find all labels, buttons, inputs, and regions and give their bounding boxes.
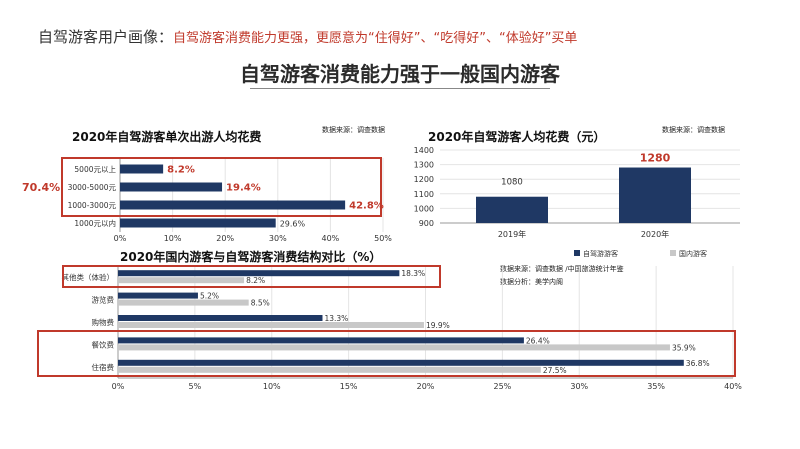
chart1-data-label: 8.2% <box>167 165 195 176</box>
page-title: 自驾游客消费能力强于一般国内游客 <box>240 62 560 86</box>
chart3-highlight-box <box>37 330 736 377</box>
chart3-bar <box>118 337 524 344</box>
header-highlight: 自驾游客消费能力更强，更愿意为“住得好”、“吃得好”、“体验好”买单 <box>173 31 578 46</box>
chart3-category-label: 购物费 <box>92 317 115 327</box>
chart1-data-label: 29.6% <box>280 220 306 229</box>
chart2-legend-label: 自驾游游客 <box>583 249 618 258</box>
chart1-bracket-label: 70.4% <box>22 181 60 194</box>
chart1-category-label: 1000-3000元 <box>68 201 117 210</box>
chart1-tick-label: 0% <box>114 234 127 243</box>
chart1-tick-label: 40% <box>322 234 340 243</box>
title-underline <box>250 88 550 89</box>
chart1-bar <box>120 200 346 210</box>
chart2-data-label: 1280 <box>640 152 671 165</box>
chart3-tick-label: 0% <box>112 382 125 391</box>
chart3-bar <box>118 299 249 306</box>
chart3-data-label: 18.3% <box>401 269 425 278</box>
chart2-legend-label: 国内游客 <box>679 249 707 258</box>
chart3-tick-label: 35% <box>647 382 665 391</box>
chart3-data-label: 35.9% <box>672 343 696 352</box>
chart3-tick-label: 20% <box>417 382 435 391</box>
chart1-source: 数据来源：调查数据 <box>322 126 385 134</box>
chart1-title: 2020年自驾游客单次出游人均花费 <box>72 130 262 144</box>
chart3-analysis: 数据分析：美学内阁 <box>500 278 563 286</box>
chart1-bar <box>120 164 164 174</box>
chart1-tick-label: 50% <box>374 234 392 243</box>
chart1-tick-label: 20% <box>216 234 234 243</box>
chart2-category-label: 2019年 <box>498 229 526 239</box>
chart3-highlight-box <box>62 265 441 288</box>
chart3-bar <box>118 277 245 284</box>
chart2-tick-label: 1000 <box>414 204 434 213</box>
chart3-source: 数据来源：调查数据 /中国旅游统计年鉴 <box>500 265 624 273</box>
chart3-tick-label: 10% <box>263 382 281 391</box>
chart2-tick-label: 1200 <box>414 175 434 184</box>
chart1-bar <box>120 182 223 192</box>
chart2-tick-label: 1400 <box>414 146 434 155</box>
chart3-category-label: 住宿费 <box>92 362 115 372</box>
chart3-data-label: 19.9% <box>426 321 450 330</box>
chart1-category-label: 5000元以上 <box>74 165 116 174</box>
chart3-bar <box>118 366 541 373</box>
chart3-tick-label: 40% <box>724 382 742 391</box>
chart3-bar <box>118 359 684 366</box>
chart2-legend-swatch <box>670 250 676 256</box>
header-subtitle: 自驾游客用户画像：自驾游客消费能力更强，更愿意为“住得好”、“吃得好”、“体验好… <box>38 26 577 50</box>
chart3-tick-label: 25% <box>493 382 511 391</box>
chart2-bar <box>619 167 691 223</box>
chart3-data-label: 36.8% <box>686 359 710 368</box>
chart3-bar <box>118 322 424 328</box>
chart3-data-label: 26.4% <box>526 336 550 345</box>
chart3-data-label: 8.5% <box>251 299 270 308</box>
chart3-data-label: 8.2% <box>246 276 265 285</box>
chart2-title: 2020年自驾游客人均花费（元） <box>428 130 606 144</box>
chart1-category-label: 1000元以内 <box>74 218 116 228</box>
chart2-bar <box>476 196 548 223</box>
chart3-bar <box>118 344 670 351</box>
header-prefix: 自驾游客用户画像： <box>38 28 174 46</box>
chart1-highlight-box <box>61 157 382 217</box>
chart3-bar <box>118 270 400 277</box>
chart2-data-label: 1080 <box>501 178 523 188</box>
chart1-data-label: 42.8% <box>349 201 384 212</box>
chart3-bar <box>118 315 323 321</box>
chart3-category-label: 游览费 <box>92 295 115 305</box>
chart3-data-label: 5.2% <box>200 292 219 301</box>
chart1-tick-label: 10% <box>164 234 182 243</box>
chart2-tick-label: 1300 <box>414 161 434 170</box>
chart1-category-label: 3000-5000元 <box>68 183 117 192</box>
chart1-data-label: 19.4% <box>226 183 261 194</box>
chart3-data-label: 27.5% <box>543 366 567 375</box>
chart3-category-label: 其他类（体验） <box>62 272 115 282</box>
chart2-tick-label: 900 <box>419 219 434 228</box>
chart2-legend-swatch <box>574 250 580 256</box>
chart1-tick-label: 30% <box>269 234 287 243</box>
chart3-category-label: 餐饮费 <box>92 339 115 349</box>
chart3-tick-label: 15% <box>340 382 358 391</box>
chart2-source: 数据来源：调查数据 <box>662 126 725 134</box>
chart2-tick-label: 1100 <box>414 190 434 199</box>
chart2-category-label: 2020年 <box>641 229 669 239</box>
chart3-title: 2020年国内游客与自驾游客消费结构对比（%） <box>120 250 382 264</box>
chart3-tick-label: 30% <box>570 382 588 391</box>
chart3-bar <box>118 292 198 299</box>
chart3-tick-label: 5% <box>189 382 202 391</box>
chart1-bar <box>120 218 276 228</box>
chart3-data-label: 13.3% <box>324 314 348 323</box>
